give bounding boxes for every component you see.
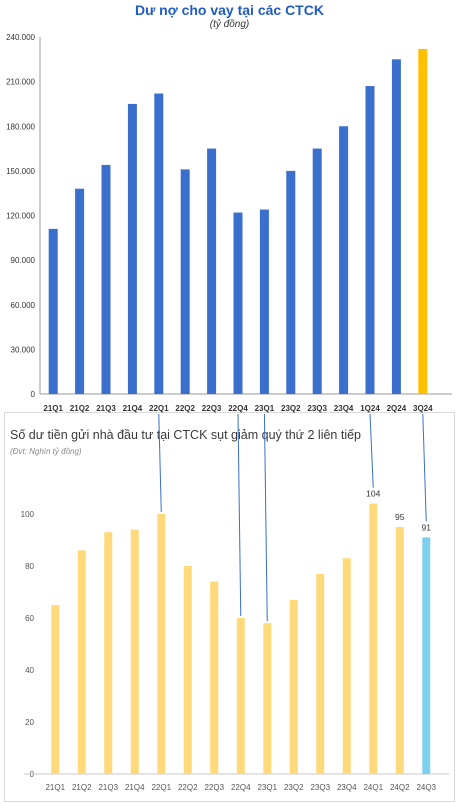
bottom-x-tick-label: 22Q4 [231, 783, 251, 792]
bottom-bar-22Q1 [157, 514, 166, 774]
top-x-tick-label: 23Q2 [281, 404, 301, 413]
top-x-tick-label: 22Q2 [175, 404, 195, 413]
top-y-tick-label: 210.000 [6, 78, 35, 87]
top-x-tick-label: 22Q3 [202, 404, 222, 413]
bottom-x-tick-label: 21Q3 [98, 783, 118, 792]
bottom-y-tick-label: 100 [21, 510, 35, 519]
bottom-bar-22Q4 [236, 618, 245, 774]
top-x-tick-label: 23Q4 [334, 404, 354, 413]
bottom-x-tick-label: 24Q2 [390, 783, 410, 792]
top-bar-21Q3 [101, 164, 111, 394]
bottom-x-tick-label: 23Q3 [310, 783, 330, 792]
bottom-bar-22Q3 [210, 581, 219, 774]
bottom-x-tick-label: 24Q3 [416, 783, 436, 792]
bottom-x-tick-label: 21Q4 [125, 783, 145, 792]
bottom-y-tick-label: 80 [25, 562, 34, 571]
top-bar-21Q2 [75, 188, 85, 394]
top-y-tick-label: 0 [31, 390, 36, 399]
bottom-x-tick-label: 23Q1 [257, 783, 277, 792]
connector-line [422, 413, 427, 522]
bottom-bar-21Q4 [130, 529, 139, 774]
top-bar-3Q24 [418, 48, 428, 395]
connector-line [263, 413, 268, 622]
connector-line [158, 413, 162, 513]
top-bar-21Q1 [48, 228, 58, 394]
top-bar-22Q2 [180, 169, 190, 394]
bottom-x-tick-label: 23Q4 [337, 783, 357, 792]
top-bar-23Q4 [339, 126, 349, 394]
top-bar-2Q24 [391, 59, 401, 394]
bottom-chart-subtitle: (Đvt: Nghìn tỷ đồng) [10, 447, 82, 456]
bottom-x-tick-label: 23Q2 [284, 783, 304, 792]
top-x-tick-label: 21Q4 [123, 404, 143, 413]
bottom-bar-21Q1 [51, 605, 60, 774]
top-x-tick-label: 21Q2 [70, 404, 90, 413]
top-x-tick-label: 3Q24 [413, 404, 433, 413]
bottom-bar-23Q1 [263, 623, 272, 774]
bottom-bar-23Q4 [342, 558, 351, 774]
bottom-y-tick-label: 20 [25, 718, 34, 727]
bottom-data-label: 104 [366, 489, 380, 499]
top-bar-23Q3 [312, 148, 322, 394]
top-y-tick-label: 90.000 [11, 256, 36, 265]
top-bar-22Q1 [154, 93, 164, 395]
bottom-chart-title: Số dư tiền gửi nhà đầu tư tại CTCK sụt g… [10, 428, 362, 442]
top-x-tick-label: 21Q3 [96, 404, 116, 413]
connector-line [237, 413, 242, 617]
bottom-bar-23Q3 [316, 573, 325, 774]
bottom-bar-24Q2 [395, 527, 404, 774]
bottom-x-tick-label: 22Q1 [151, 783, 171, 792]
bottom-chart-frame [4, 412, 455, 802]
top-x-tick-label: 22Q1 [149, 404, 169, 413]
bottom-data-label: 95 [395, 512, 405, 522]
bottom-x-tick-label: 24Q1 [363, 783, 383, 792]
top-bar-23Q2 [286, 170, 296, 394]
bottom-bar-21Q3 [104, 532, 113, 774]
top-y-tick-label: 240.000 [6, 33, 35, 42]
bottom-bar-24Q3 [422, 537, 431, 774]
bottom-data-label: 91 [422, 522, 432, 532]
bottom-bar-24Q1 [369, 503, 378, 774]
top-x-tick-label: 21Q1 [43, 404, 63, 413]
top-y-tick-label: 150.000 [6, 167, 35, 176]
bottom-bar-23Q2 [289, 599, 298, 774]
top-bar-23Q1 [259, 209, 269, 394]
top-chart-subtitle: (tỷ đồng) [209, 19, 250, 30]
top-y-tick-label: 120.000 [6, 212, 35, 221]
bottom-y-tick-label: 40 [25, 666, 34, 675]
bottom-bar-21Q2 [77, 550, 86, 774]
bottom-bar-22Q2 [183, 566, 192, 774]
top-x-tick-label: 23Q1 [255, 404, 275, 413]
bottom-x-tick-label: 22Q3 [204, 783, 224, 792]
top-x-tick-label: 2Q24 [387, 404, 407, 413]
bottom-y-tick-label: 60 [25, 614, 34, 623]
top-bar-22Q4 [233, 212, 243, 394]
top-bar-1Q24 [365, 86, 375, 395]
top-x-tick-label: 23Q3 [307, 404, 327, 413]
top-bar-21Q4 [127, 103, 137, 394]
top-x-tick-label: 22Q4 [228, 404, 248, 413]
top-bar-22Q3 [207, 148, 217, 394]
top-y-tick-label: 60.000 [11, 301, 36, 310]
bottom-x-tick-label: 21Q2 [72, 783, 92, 792]
bottom-x-tick-label: 21Q1 [45, 783, 65, 792]
connector-line [369, 413, 374, 488]
top-chart-title: Dư nợ cho vay tại các CTCK [135, 2, 324, 18]
top-x-tick-label: 1Q24 [360, 404, 380, 413]
top-y-tick-label: 30.000 [11, 345, 36, 354]
top-y-tick-label: 180.000 [6, 122, 35, 131]
bottom-x-tick-label: 22Q2 [178, 783, 198, 792]
